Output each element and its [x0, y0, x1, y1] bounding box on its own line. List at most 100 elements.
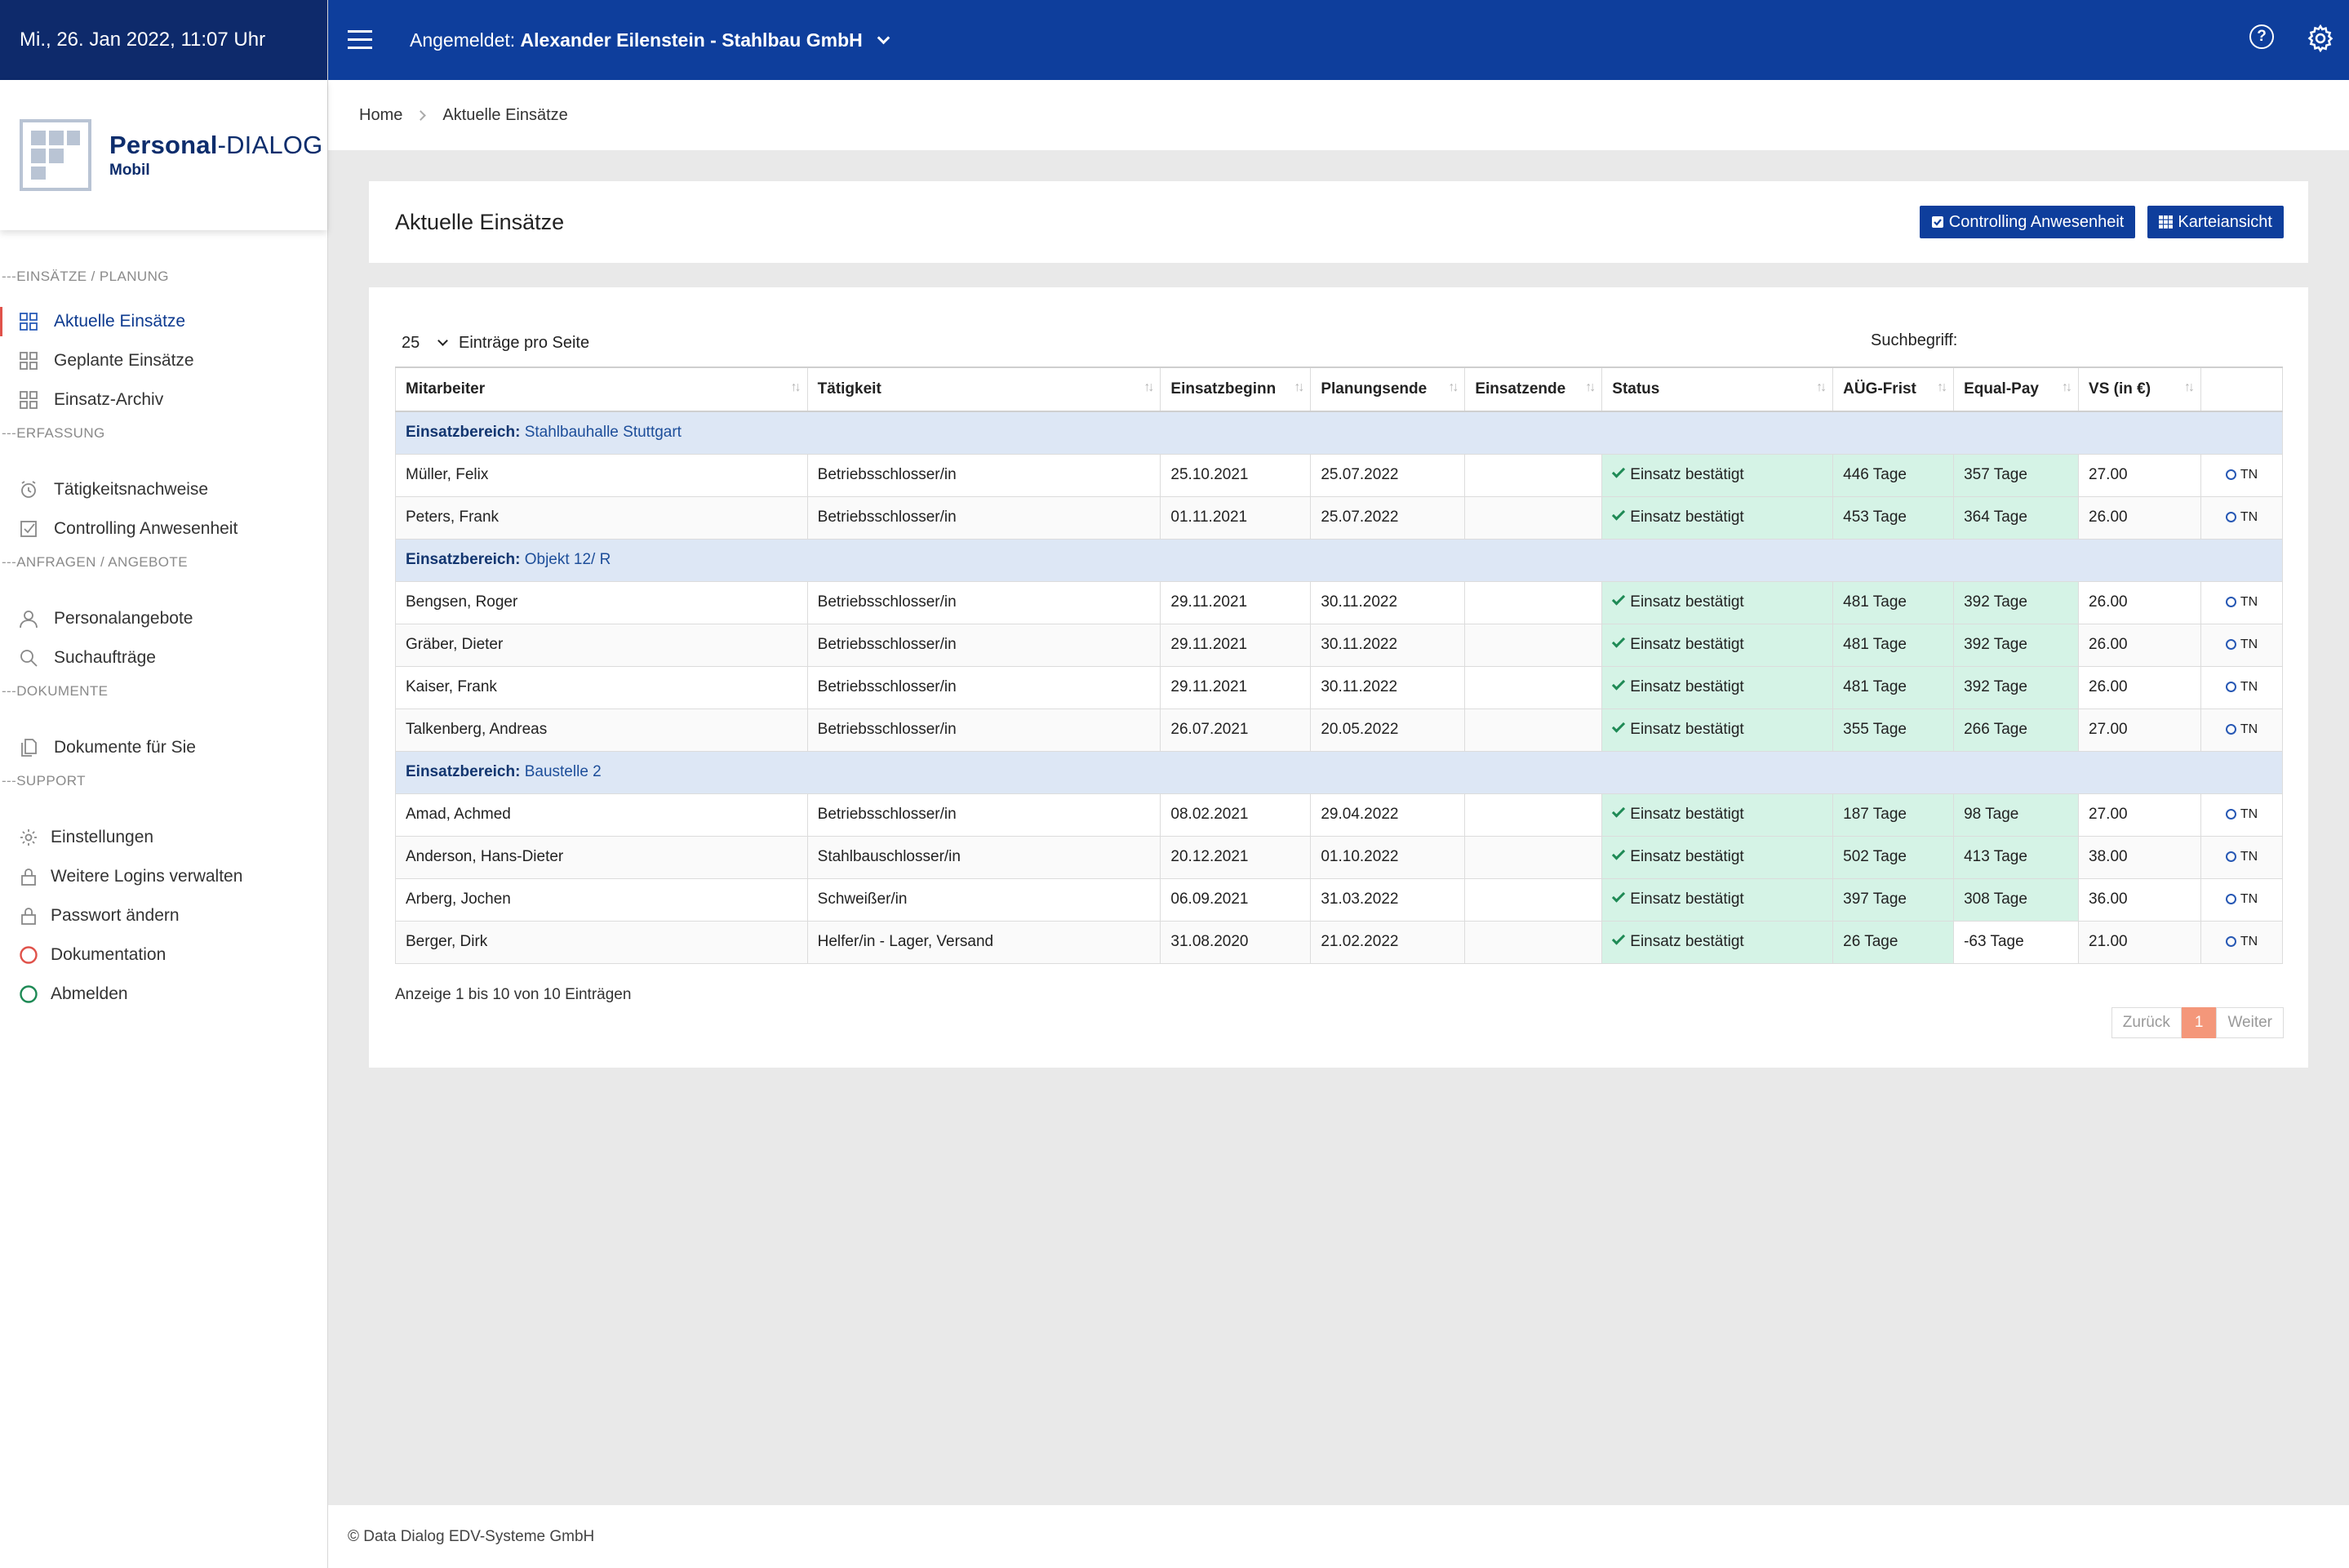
alarm-clock-icon: [2225, 639, 2236, 650]
col-status[interactable]: Status ↑↓: [1601, 366, 1834, 412]
sort-icon: ↑↓: [790, 380, 802, 394]
col-planungsende[interactable]: Planungsende ↑↓: [1310, 366, 1466, 412]
sidebar-item-einsatz-archiv[interactable]: Einsatz-Archiv: [0, 380, 327, 420]
sidebar-item-personalangebote[interactable]: Personalangebote: [0, 599, 327, 638]
tn-link[interactable]: TN: [2200, 665, 2284, 709]
sidebar-item-controlling-anwesenheit[interactable]: Controlling Anwesenheit: [0, 509, 327, 549]
status-cell: Einsatz bestätigt: [1601, 665, 1834, 709]
aug-frist-cell: 355 Tage: [1832, 708, 1955, 752]
tn-link[interactable]: TN: [2200, 453, 2284, 497]
start-cell: 26.07.2021: [1160, 708, 1312, 752]
grid-icon: [2159, 215, 2174, 229]
tn-link[interactable]: TN: [2200, 835, 2284, 879]
col-einsatzende[interactable]: Einsatzende ↑↓: [1464, 366, 1603, 412]
sidebar-item-aktuelle-einsaetze[interactable]: Aktuelle Einsätze: [0, 302, 327, 341]
table-row: Gräber, Dieter Betriebsschlosser/in 29.1…: [395, 623, 2284, 667]
vs-cell: 26.00: [2078, 495, 2201, 540]
alarm-clock-icon: [2225, 936, 2236, 947]
employee-name-link[interactable]: Arberg, Jochen: [395, 877, 808, 922]
group-row: Einsatzbereich: Objekt 12/ R: [395, 538, 2283, 582]
karteiansicht-button[interactable]: Karteiansicht: [2147, 206, 2284, 238]
grid-icon: [18, 350, 39, 371]
aug-frist-cell: 187 Tage: [1832, 793, 1955, 837]
logo-icon: [20, 119, 91, 191]
equal-pay-cell: 308 Tage: [1953, 877, 2080, 922]
equal-pay-cell: 266 Tage: [1953, 708, 2080, 752]
table-row: Arberg, Jochen Schweißer/in 06.09.2021 3…: [395, 877, 2284, 922]
col-taetigkeit[interactable]: Tätigkeit ↑↓: [806, 366, 1161, 412]
sidebar-item-dokumente[interactable]: Dokumente für Sie: [0, 728, 327, 767]
employee-name-link[interactable]: Peters, Frank: [395, 495, 808, 540]
start-cell: 29.11.2021: [1160, 665, 1312, 709]
sidebar-item-dokumentation[interactable]: Dokumentation: [0, 935, 327, 975]
page-title: Aktuelle Einsätze: [395, 209, 565, 234]
table-row: Amad, Achmed Betriebsschlosser/in 08.02.…: [395, 793, 2284, 837]
sidebar-item-abmelden[interactable]: Abmelden: [0, 975, 327, 1014]
employee-name-link[interactable]: Kaiser, Frank: [395, 665, 808, 709]
sort-icon: ↑↓: [1937, 380, 1947, 394]
alarm-clock-icon: [2225, 597, 2236, 607]
employee-name-link[interactable]: Bengsen, Roger: [395, 580, 808, 624]
tn-link[interactable]: TN: [2200, 580, 2284, 624]
controlling-anwesenheit-button[interactable]: Controlling Anwesenheit: [1919, 206, 2136, 238]
page-size-select[interactable]: 25: [395, 328, 459, 358]
equal-pay-cell: 413 Tage: [1953, 835, 2080, 879]
pager-page-1[interactable]: 1: [2181, 1007, 2217, 1038]
alarm-clock-icon: [18, 479, 39, 500]
sidebar-item-weitere-logins[interactable]: Weitere Logins verwalten: [0, 857, 327, 896]
sidebar-item-label: Dokumentation: [51, 945, 167, 964]
hamburger-menu-icon[interactable]: [348, 30, 372, 50]
plan-end-cell: 30.11.2022: [1310, 665, 1466, 709]
tn-link[interactable]: TN: [2200, 708, 2284, 752]
search-icon: [18, 647, 39, 669]
employee-name-link[interactable]: Talkenberg, Andreas: [395, 708, 808, 752]
tn-link[interactable]: TN: [2200, 793, 2284, 837]
col-aug-frist[interactable]: AÜG-Frist ↑↓: [1832, 366, 1955, 412]
documents-icon: [18, 737, 39, 758]
sidebar-item-geplante-einsaetze[interactable]: Geplante Einsätze: [0, 341, 327, 380]
sidebar-item-label: Geplante Einsätze: [54, 351, 194, 370]
col-mitarbeiter[interactable]: Mitarbeiter ↑↓: [395, 366, 808, 412]
sidebar-item-taetigkeitsnachweise[interactable]: Tätigkeitsnachweise: [0, 470, 327, 509]
logo[interactable]: Personal-DIALOG Mobil: [0, 80, 327, 230]
col-equal-pay[interactable]: Equal-Pay ↑↓: [1953, 366, 2080, 412]
table-row: Berger, Dirk Helfer/in - Lager, Versand …: [395, 920, 2284, 964]
login-user: Alexander Eilenstein - Stahlbau GmbH: [520, 29, 863, 51]
vs-cell: 36.00: [2078, 877, 2201, 922]
sidebar-item-einstellungen[interactable]: Einstellungen: [0, 818, 327, 857]
help-icon[interactable]: ?: [2249, 24, 2274, 49]
login-prefix: Angemeldet:: [410, 29, 516, 51]
start-cell: 06.09.2021: [1160, 877, 1312, 922]
employee-name-link[interactable]: Müller, Felix: [395, 453, 808, 497]
gear-icon[interactable]: [2307, 24, 2334, 53]
employee-name-link[interactable]: Berger, Dirk: [395, 920, 808, 964]
group-cell: Einsatzbereich: Baustelle 2: [395, 750, 2283, 794]
check-icon: [1612, 634, 1626, 648]
alarm-clock-icon: [2225, 894, 2236, 904]
employee-name-link[interactable]: Anderson, Hans-Dieter: [395, 835, 808, 879]
tn-link[interactable]: TN: [2200, 877, 2284, 922]
equal-pay-cell: 392 Tage: [1953, 580, 2080, 624]
sidebar-item-suchauftraege[interactable]: Suchaufträge: [0, 638, 327, 677]
sidebar-item-passwort-aendern[interactable]: Passwort ändern: [0, 896, 327, 935]
aug-frist-cell: 481 Tage: [1832, 580, 1955, 624]
col-vs[interactable]: VS (in €) ↑↓: [2078, 366, 2201, 412]
tn-link[interactable]: TN: [2200, 495, 2284, 540]
employee-name-link[interactable]: Amad, Achmed: [395, 793, 808, 837]
user-menu[interactable]: Angemeldet: Alexander Eilenstein - Stahl…: [410, 29, 890, 51]
search-input[interactable]: [1969, 320, 2279, 353]
tn-link[interactable]: TN: [2200, 623, 2284, 667]
employee-name-link[interactable]: Gräber, Dieter: [395, 623, 808, 667]
check-icon: [1612, 719, 1626, 733]
check-icon: [1612, 677, 1626, 691]
job-cell: Betriebsschlosser/in: [806, 665, 1161, 709]
pager-next-button[interactable]: Weiter: [2216, 1007, 2284, 1038]
breadcrumb-home[interactable]: Home: [359, 105, 403, 124]
job-cell: Stahlbauschlosser/in: [806, 835, 1161, 879]
vs-cell: 27.00: [2078, 793, 2201, 837]
aug-frist-cell: 397 Tage: [1832, 877, 1955, 922]
group-cell: Einsatzbereich: Stahlbauhalle Stuttgart: [395, 411, 2283, 455]
tn-link[interactable]: TN: [2200, 920, 2284, 964]
pager-prev-button[interactable]: Zurück: [2111, 1007, 2182, 1038]
col-einsatzbeginn[interactable]: Einsatzbeginn ↑↓: [1160, 366, 1312, 412]
